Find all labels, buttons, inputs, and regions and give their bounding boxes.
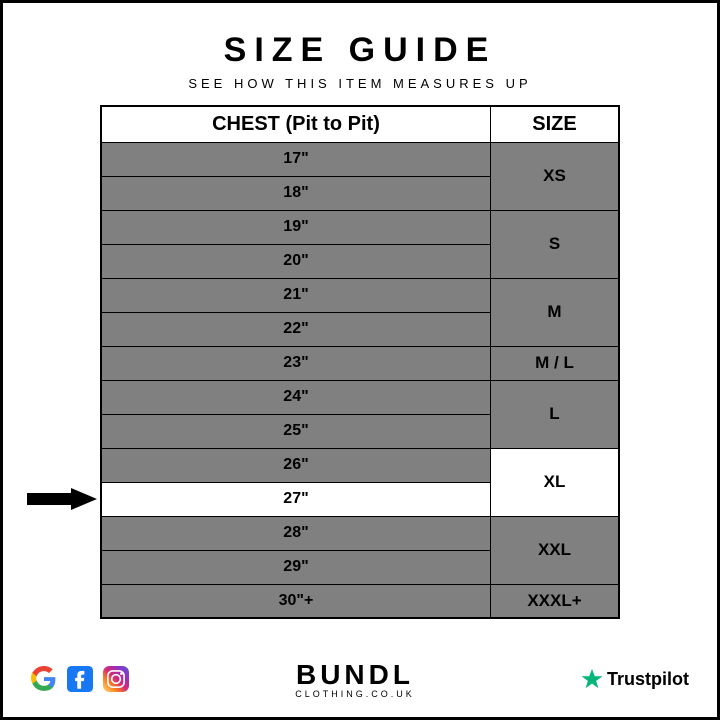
size-cell: XXL [490,516,619,584]
size-cell: S [490,210,619,278]
arrow-indicator-icon [27,488,97,510]
table-container: CHEST (Pit to Pit) SIZE 17"XS18"19"S20"2… [3,105,717,619]
size-guide-table: CHEST (Pit to Pit) SIZE 17"XS18"19"S20"2… [100,105,620,619]
brand-name: BUNDL [295,659,415,691]
table-row: 28"XXL [101,516,619,550]
footer: BUNDL CLOTHING.CO.UK Trustpilot [3,659,717,699]
size-cell: XS [490,142,619,210]
chest-cell: 22" [101,312,490,346]
social-icons [31,666,129,692]
table-row: 26"XL [101,448,619,482]
chest-cell: 23" [101,346,490,380]
instagram-icon [103,666,129,692]
chest-cell: 17" [101,142,490,176]
chest-cell: 27" [101,482,490,516]
table-row: 21"M [101,278,619,312]
chest-cell: 19" [101,210,490,244]
col-chest-header: CHEST (Pit to Pit) [101,106,490,142]
page-title: SIZE GUIDE [224,31,497,70]
chest-cell: 29" [101,550,490,584]
size-cell: XL [490,448,619,516]
size-cell: XXXL+ [490,584,619,618]
size-cell: M [490,278,619,346]
trustpilot-star-icon [581,668,603,690]
chest-cell: 28" [101,516,490,550]
table-row: 17"XS [101,142,619,176]
trustpilot-text: Trustpilot [607,669,689,690]
chest-cell: 18" [101,176,490,210]
size-cell: M / L [490,346,619,380]
chest-cell: 24" [101,380,490,414]
col-size-header: SIZE [490,106,619,142]
google-icon [31,666,57,692]
table-row: 24"L [101,380,619,414]
chest-cell: 30"+ [101,584,490,618]
chest-cell: 20" [101,244,490,278]
chest-cell: 25" [101,414,490,448]
facebook-icon [67,666,93,692]
table-row: 19"S [101,210,619,244]
chest-cell: 21" [101,278,490,312]
size-cell: L [490,380,619,448]
brand-logo: BUNDL CLOTHING.CO.UK [295,659,415,699]
trustpilot-badge: Trustpilot [581,668,689,690]
table-row: 30"+XXXL+ [101,584,619,618]
chest-cell: 26" [101,448,490,482]
table-row: 23"M / L [101,346,619,380]
brand-subtext: CLOTHING.CO.UK [295,689,415,699]
page-subtitle: SEE HOW THIS ITEM MEASURES UP [188,76,531,91]
